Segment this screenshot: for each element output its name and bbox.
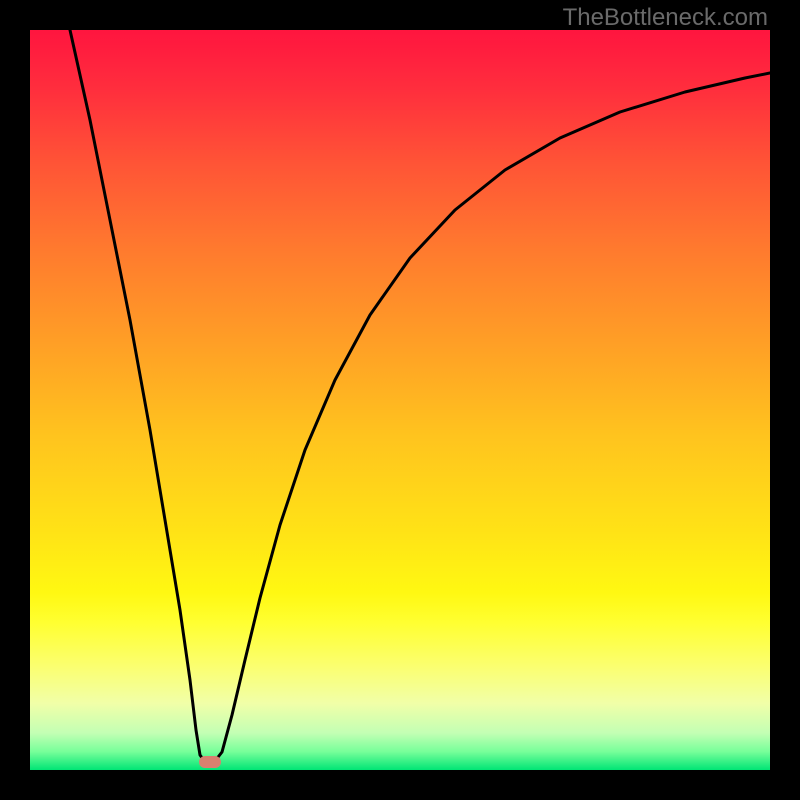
curve-layer bbox=[30, 30, 770, 770]
minimum-marker bbox=[199, 756, 221, 768]
chart-container: TheBottleneck.com bbox=[0, 0, 800, 800]
plot-area bbox=[30, 30, 770, 770]
curve-path bbox=[70, 30, 770, 763]
watermark-text: TheBottleneck.com bbox=[563, 4, 768, 32]
